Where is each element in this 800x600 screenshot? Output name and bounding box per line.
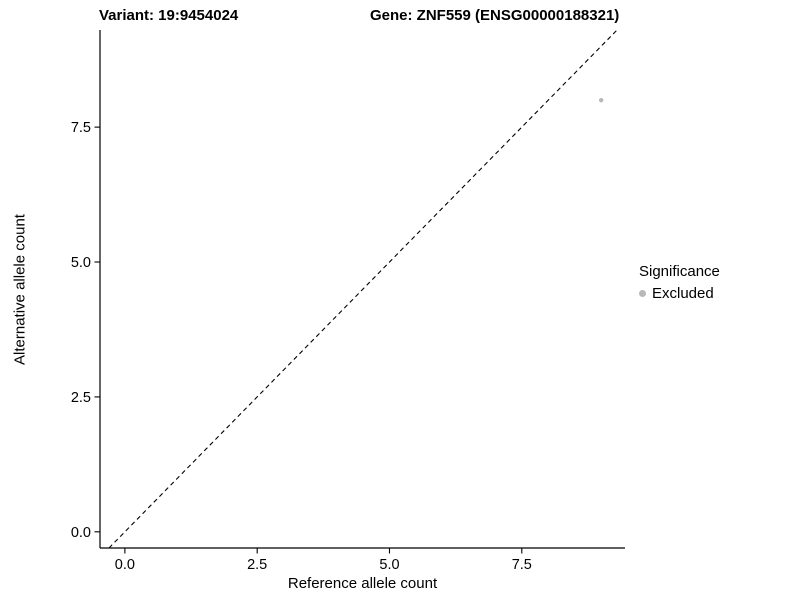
x-tick-label: 2.5: [247, 557, 267, 573]
x-tick-label: 7.5: [512, 557, 532, 573]
y-axis-title: Alternative allele count: [11, 214, 29, 365]
legend-title: Significance: [639, 263, 720, 280]
data-point: [598, 97, 604, 103]
x-tick-label: 5.0: [379, 557, 399, 573]
gene-title: Gene: ZNF559 (ENSG00000188321): [370, 7, 620, 24]
x-axis-title: Reference allele count: [287, 575, 438, 592]
legend-entry-excluded: Excluded: [639, 285, 720, 302]
variant-title: Variant: 19:9454024: [99, 7, 239, 24]
legend: Significance Excluded: [639, 263, 720, 302]
y-tick-label: 5.0: [71, 255, 91, 271]
y-tick-label: 0.0: [71, 525, 91, 541]
legend-entry-label: Excluded: [652, 285, 714, 302]
identity-line: [108, 29, 618, 549]
y-tick-label: 2.5: [71, 390, 91, 406]
excluded-point-icon: [639, 290, 646, 297]
y-tick-label: 7.5: [71, 120, 91, 136]
x-tick-label: 0.0: [115, 557, 135, 573]
